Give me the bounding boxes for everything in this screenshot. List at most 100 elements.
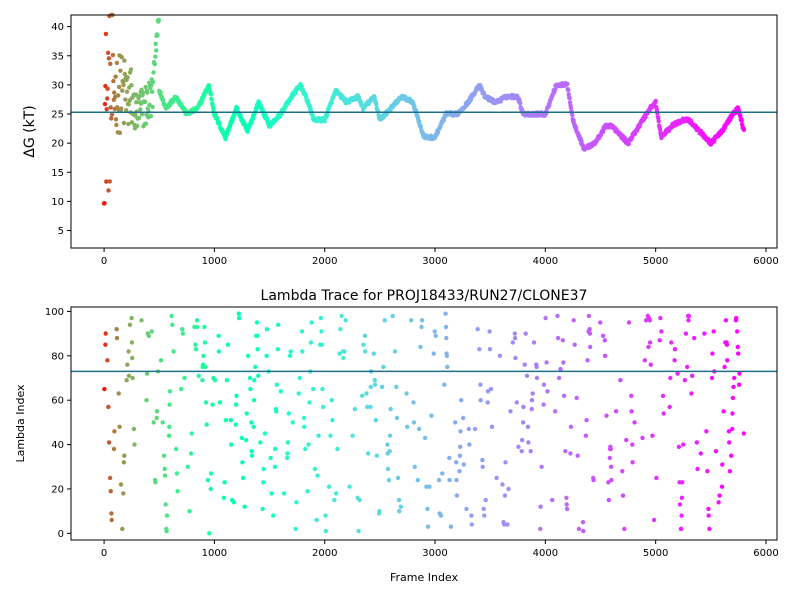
lambda-point: [161, 453, 167, 458]
lambda-point: [116, 391, 121, 396]
lambda-point: [146, 333, 151, 338]
delta-g-point: [105, 96, 110, 101]
lambda-point: [203, 400, 209, 405]
lambda-point: [667, 404, 672, 410]
lambda-point: [598, 320, 603, 325]
lambda-x-tick-label: 0: [101, 548, 107, 559]
lambda-point: [386, 477, 392, 483]
lambda-point: [591, 477, 596, 483]
lambda-point: [444, 353, 450, 358]
delta-g-point: [126, 121, 131, 127]
delta-g-x-tick-label: 5000: [643, 256, 668, 267]
lambda-point: [587, 327, 592, 332]
lambda-point: [242, 504, 247, 509]
lambda-y-tick-label: 60: [51, 396, 64, 407]
delta-g-point: [570, 112, 575, 118]
lambda-point: [482, 513, 487, 518]
delta-g-point: [418, 124, 424, 129]
lambda-point: [741, 431, 746, 436]
delta-g-x-tick-label: 6000: [753, 256, 778, 267]
lambda-point: [167, 402, 172, 407]
lambda-point: [702, 331, 707, 336]
lambda-point: [602, 353, 608, 358]
lambda-point: [411, 400, 416, 405]
lambda-point: [394, 384, 399, 390]
lambda-point: [162, 466, 167, 472]
lambda-point: [721, 409, 726, 414]
lambda-point: [398, 504, 404, 509]
lambda-point: [409, 318, 414, 323]
lambda-point: [251, 398, 257, 403]
lambda-point: [379, 384, 385, 390]
lambda-point: [459, 398, 464, 403]
lambda-point: [726, 429, 732, 434]
lambda-y-ticks: 0 20 40 60 80 100: [45, 307, 71, 540]
lambda-point: [613, 409, 619, 414]
lambda-point: [202, 324, 207, 330]
lambda-point: [477, 347, 482, 352]
lambda-point: [676, 444, 682, 449]
lambda-point: [706, 506, 711, 512]
lambda-point: [102, 386, 107, 392]
delta-g-point: [153, 41, 158, 46]
lambda-point: [485, 400, 490, 405]
lambda-point: [632, 420, 637, 425]
lambda-point: [189, 431, 194, 436]
lambda-x-tick-label: 6000: [753, 548, 778, 559]
lambda-point: [516, 444, 521, 449]
lambda-point: [301, 415, 307, 421]
lambda-point: [342, 349, 347, 354]
lambda-point: [444, 335, 449, 341]
lambda-point: [683, 331, 689, 336]
delta-g-point: [105, 50, 111, 55]
lambda-point: [561, 360, 566, 365]
delta-g-y-tick-label: 30: [51, 80, 64, 91]
lambda-point: [730, 411, 735, 416]
lambda-point: [730, 395, 736, 401]
lambda-point: [433, 333, 438, 338]
lambda-point: [388, 406, 393, 412]
delta-g-point: [140, 90, 146, 96]
delta-g-point: [154, 48, 159, 53]
delta-g-point: [126, 102, 131, 107]
lambda-point: [467, 442, 472, 447]
lambda-point: [357, 497, 362, 503]
lambda-point: [686, 313, 692, 319]
lambda-point: [200, 378, 205, 383]
lambda-point: [729, 453, 734, 458]
lambda-point: [162, 473, 168, 478]
lambda-point: [464, 506, 469, 512]
delta-g-point: [741, 127, 747, 132]
lambda-point: [311, 386, 316, 392]
lambda-point: [397, 509, 402, 514]
lambda-point: [302, 424, 307, 429]
lambda-point: [522, 362, 527, 367]
delta-g-point: [134, 100, 139, 105]
lambda-point: [560, 338, 565, 343]
delta-g-y-ticks: 5 10 15 20 25 30 35 40: [51, 22, 71, 237]
lambda-point: [694, 440, 699, 445]
lambda-point: [245, 353, 251, 358]
lambda-point: [129, 340, 135, 345]
lambda-point: [478, 398, 483, 403]
lambda-point: [607, 455, 612, 461]
lambda-point: [216, 349, 222, 354]
lambda-point: [392, 349, 398, 354]
delta-g-axes-frame: [70, 14, 778, 249]
lambda-point: [228, 418, 233, 423]
lambda-point: [212, 378, 218, 383]
lambda-point: [193, 347, 199, 352]
lambda-point: [660, 393, 666, 398]
delta-g-point: [136, 115, 142, 121]
lambda-point: [575, 453, 580, 458]
delta-g-point: [107, 179, 113, 184]
lambda-point: [531, 340, 537, 345]
lambda-point: [366, 451, 371, 456]
delta-g-point: [579, 138, 584, 144]
delta-g-point: [151, 70, 156, 75]
lambda-point: [149, 329, 154, 334]
lambda-point: [564, 506, 570, 512]
lambda-point: [519, 437, 525, 443]
lambda-point: [454, 493, 460, 498]
lambda-point: [709, 375, 715, 381]
